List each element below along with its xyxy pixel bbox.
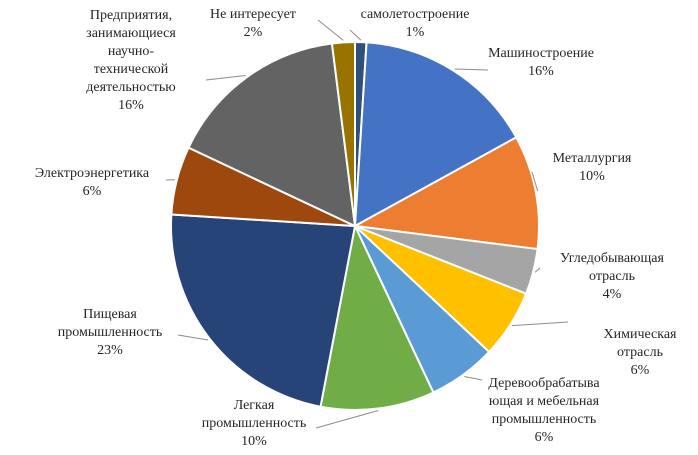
- slice-label-предприятия-занимающиеся-научно-технической-деятельностью: Предприятия, занимающиеся научно-техническ…: [86, 8, 176, 113]
- slice-percent: 6%: [631, 363, 650, 378]
- slice-label-line: самолетостроение: [361, 7, 470, 22]
- slice-label-line: Машиностроение: [488, 46, 594, 61]
- slice-labels: самолетостроение 1% Машиностроение 16% Метал…: [35, 7, 677, 449]
- slice-label-line: Электроэнергетика: [35, 166, 150, 181]
- pie-slice-легкая-промышленность: [319, 222, 435, 411]
- slice-percent: 2%: [244, 25, 263, 40]
- slice-label-line: Угледобывающая: [560, 251, 664, 266]
- leader-line-предприятия-занимающиеся-научно-технической-деятельностью: [205, 75, 246, 81]
- leader-line-самолетостроение: [349, 29, 362, 41]
- slice-label-line: Легкая: [234, 398, 275, 413]
- slice-label-line: деятельностью: [86, 80, 176, 95]
- pie-slices: [170, 40, 540, 411]
- leader-line-металлургия: [531, 171, 539, 192]
- slice-percent: 10%: [579, 169, 605, 184]
- slice-label-самолетостроение: самолетостроение 1%: [361, 7, 470, 40]
- slice-label-металлургия: Металлургия 10%: [553, 151, 632, 184]
- pie-slice-металлургия: [351, 135, 540, 251]
- slice-percent: 4%: [603, 287, 622, 302]
- leader-line-угледобывающая-отрасль: [534, 267, 541, 273]
- pie-slice-не-интересует: [330, 40, 356, 227]
- slice-label-line: Пищевая: [83, 307, 137, 322]
- leader-line-не-интересует: [317, 19, 344, 41]
- slice-label-line: Деревообрабатыва: [488, 376, 600, 391]
- slice-percent: 1%: [406, 25, 425, 40]
- slice-label-line: Металлургия: [553, 151, 632, 166]
- pie-slice-предприятия-занимающиеся-научно-технической-деятельностью: [187, 42, 357, 228]
- leader-line-легкая-промышленность: [315, 410, 379, 429]
- slice-label-line: промышленность: [58, 325, 163, 340]
- slice-label-line: занимающиеся: [86, 26, 176, 41]
- slice-label-line: отрасль: [617, 345, 663, 360]
- slice-label-line: Не интересует: [210, 7, 296, 22]
- slice-label-легкая-промышленность: Легкая промышленность 10%: [202, 398, 307, 449]
- slice-label-line: промышленность: [202, 416, 307, 431]
- leader-line-пищевая-промышленность: [177, 334, 209, 341]
- slice-label-line: научно-: [108, 44, 155, 59]
- slice-label-не-интересует: Не интересует 2%: [210, 7, 296, 40]
- slice-label-электроэнергетика: Электроэнергетика 6%: [35, 166, 150, 199]
- slice-label-химическая-отрасль: Химическая отрасль 6%: [603, 327, 677, 378]
- slice-percent: 16%: [118, 98, 144, 113]
- slice-label-машиностроение: Машиностроение 16%: [488, 46, 594, 79]
- slice-percent: 6%: [83, 184, 102, 199]
- leader-line-деревообрабатывающая-и-мебельная-промышленность: [464, 375, 483, 381]
- pie-slice-пищевая-промышленность: [170, 213, 357, 408]
- slice-label-line: Предприятия,: [90, 8, 172, 23]
- leader-line-химическая-отрасль: [512, 321, 569, 327]
- slice-label-line: технической: [94, 62, 169, 77]
- pie-slice-машиностроение: [353, 41, 518, 228]
- slice-label-пищевая-промышленность: Пищевая промышленность 23%: [58, 307, 163, 358]
- slice-label-деревообрабатывающая-и-мебельная-промышленность: Деревообрабатыва ющая и мебельная промышле…: [488, 376, 600, 445]
- slice-label-line: Химическая: [603, 327, 677, 342]
- slice-label-line: промышленность: [492, 412, 597, 427]
- leader-line-машиностроение: [454, 68, 489, 71]
- slice-percent: 10%: [241, 434, 267, 449]
- slice-label-угледобывающая-отрасль: Угледобывающая отрасль 4%: [560, 251, 664, 302]
- leader-lines: [165, 19, 569, 429]
- slice-label-line: отрасль: [589, 269, 635, 284]
- slice-label-line: ющая и мебельная: [489, 394, 600, 409]
- slice-percent: 16%: [528, 64, 554, 79]
- slice-percent: 23%: [97, 343, 123, 358]
- slice-percent: 6%: [535, 430, 554, 445]
